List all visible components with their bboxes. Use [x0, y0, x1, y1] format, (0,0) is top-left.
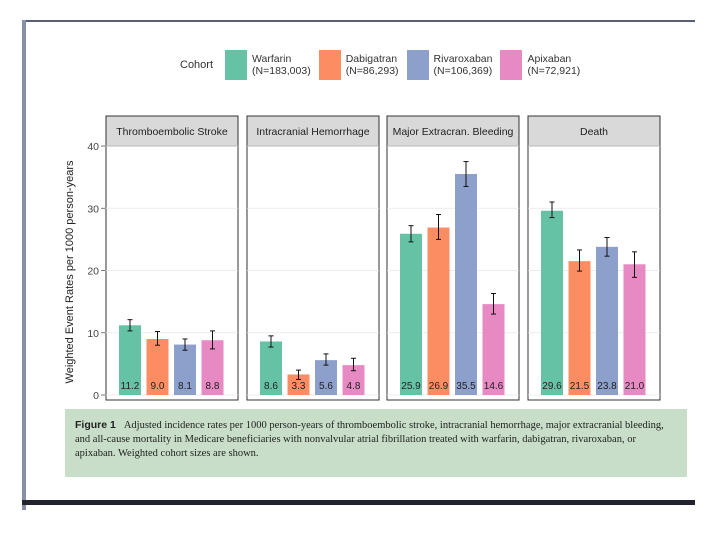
frame-top-border	[22, 20, 695, 22]
legend-title: Cohort	[180, 59, 214, 71]
legend-item-rivaroxaban: Rivaroxaban (N=106,369)	[406, 50, 493, 80]
caption-text: Adjusted incidence rates per 1000 person…	[75, 420, 664, 459]
legend-n-warfarin: (N=183,003)	[252, 65, 311, 77]
caption-label: Figure 1	[75, 419, 116, 431]
legend-item-dabigatran: Dabigatran (N=86,293)	[318, 50, 399, 80]
chart-legend: Cohort Warfarin (N=183,003) Dabigatran (…	[180, 48, 588, 82]
legend-label-rivaroxaban: Rivaroxaban	[433, 53, 493, 65]
legend-label-apixaban: Apixaban	[527, 53, 572, 65]
legend-item-warfarin: Warfarin (N=183,003)	[225, 50, 311, 80]
figure-caption: Figure 1 Adjusted incidence rates per 100…	[65, 409, 687, 477]
frame-bottom-border	[22, 500, 695, 505]
legend-label-dabigatran: Dabigatran	[345, 53, 398, 65]
legend-label-warfarin: Warfarin	[252, 53, 292, 65]
legend-n-apixaban: (N=72,921)	[527, 65, 581, 77]
legend-swatch-warfarin	[225, 50, 248, 80]
legend-n-rivaroxaban: (N=106,369)	[433, 65, 493, 77]
legend-swatch-apixaban	[500, 50, 523, 80]
legend-swatch-rivaroxaban	[406, 50, 429, 80]
legend-n-dabigatran: (N=86,293)	[345, 65, 399, 77]
legend-item-apixaban: Apixaban (N=72,921)	[500, 50, 580, 80]
frame-left-border	[22, 20, 26, 510]
legend-swatch-dabigatran	[318, 50, 341, 80]
